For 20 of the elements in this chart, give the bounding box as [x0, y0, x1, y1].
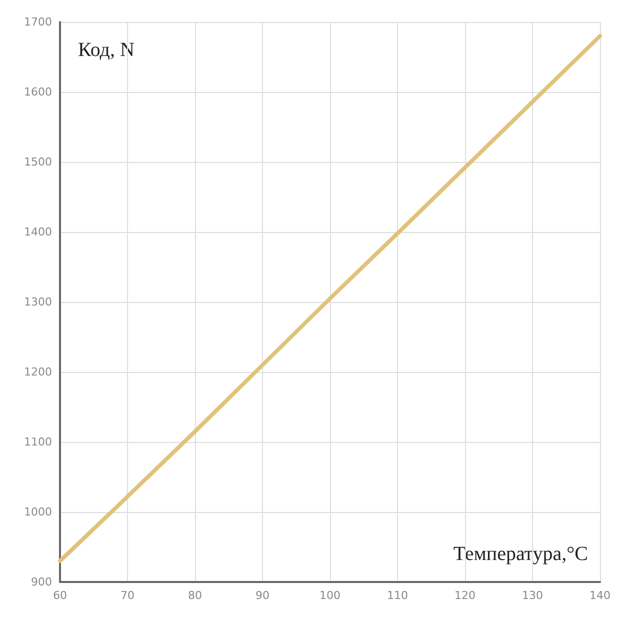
y-tick-label: 1400 [24, 226, 52, 238]
y-tick-label: 1500 [24, 156, 52, 168]
x-tick-label: 120 [454, 589, 476, 602]
y-tick-label: 1700 [24, 16, 52, 28]
y-tick-label: 1200 [24, 366, 52, 378]
y-tick-label: 1600 [24, 86, 52, 98]
x-tick-label: 80 [188, 589, 202, 602]
x-tick-label: 100 [320, 589, 340, 602]
y-tick-label: 1100 [24, 436, 52, 448]
x-axis-title: Температура,°C [453, 543, 588, 565]
x-tick-label: 140 [590, 589, 610, 602]
y-tick-label: 1000 [24, 506, 52, 518]
line-series [58, 34, 602, 563]
x-tick-label: 90 [256, 589, 270, 602]
x-tick-label: 110 [387, 589, 408, 602]
y-tick-label: 1300 [24, 296, 52, 308]
x-tick-label: 130 [522, 589, 543, 602]
x-tick-label: 70 [120, 589, 134, 602]
y-tick-label: 900 [31, 576, 52, 588]
x-tick-label: 60 [53, 589, 67, 602]
